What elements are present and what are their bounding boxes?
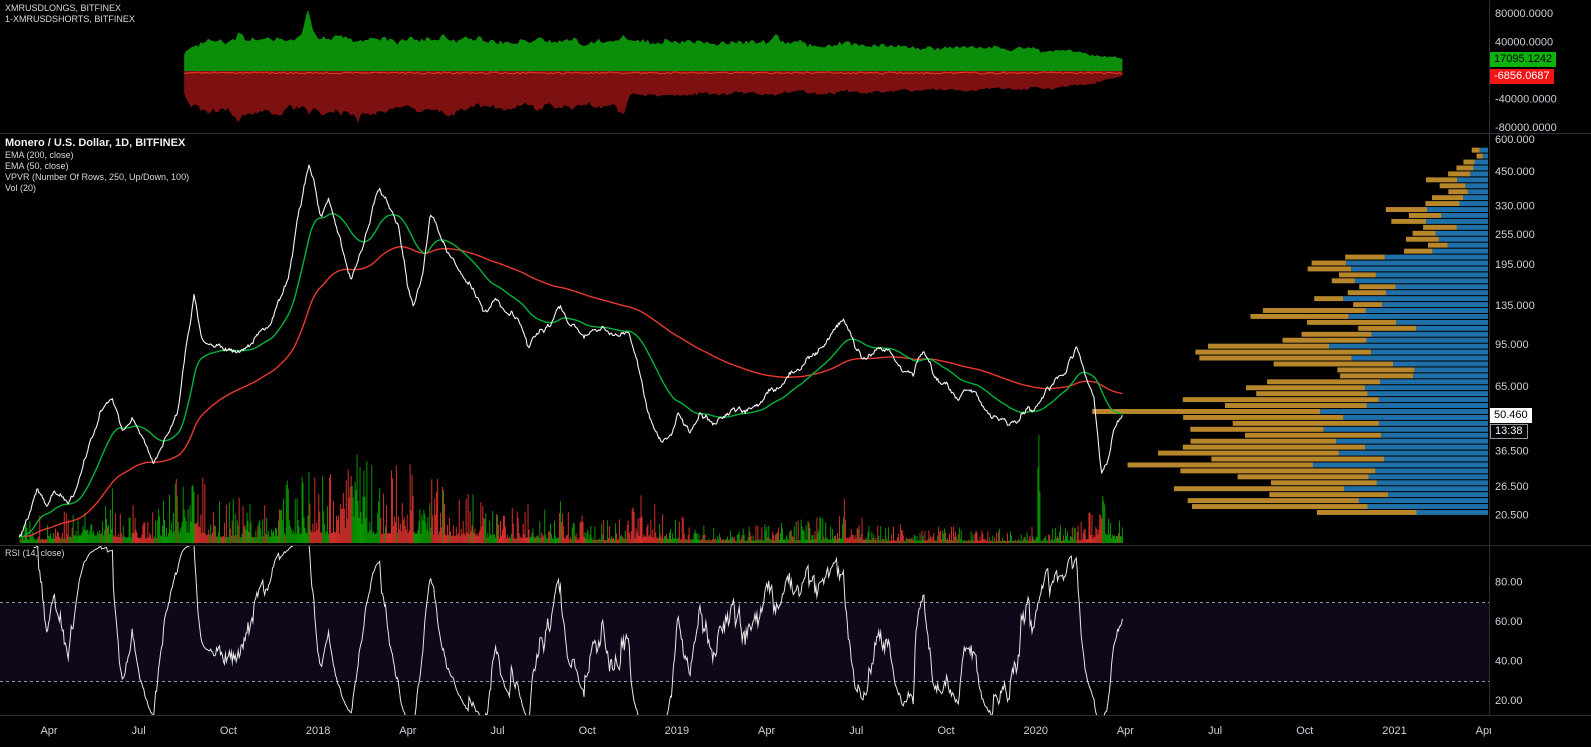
bar-countdown-badge: 13:38 xyxy=(1490,424,1528,439)
pane-longs-shorts[interactable] xyxy=(0,0,1489,133)
main-legend: Monero / U.S. Dollar, 1D, BITFINEX EMA (… xyxy=(5,137,189,194)
longs-shorts-legend: XMRUSDLONGS, BITFINEX 1-XMRUSDSHORTS, BI… xyxy=(5,3,135,25)
longs-value-badge: 17095.1242 xyxy=(1490,52,1557,67)
symbol-title[interactable]: Monero / U.S. Dollar, 1D, BITFINEX xyxy=(5,137,186,149)
pane-rsi[interactable] xyxy=(0,545,1489,715)
time-axis[interactable] xyxy=(0,715,1591,747)
shorts-series-label[interactable]: 1-XMRUSDSHORTS, BITFINEX xyxy=(5,14,135,24)
indicator-rsi-label[interactable]: RSI (14, close) xyxy=(5,548,65,558)
shorts-value-badge: -6856.0687 xyxy=(1490,69,1554,84)
price-axis[interactable] xyxy=(1489,0,1591,715)
rsi-legend: RSI (14, close) xyxy=(5,548,65,559)
indicator-vpvr-label[interactable]: VPVR (Number Of Rows, 250, Up/Down, 100) xyxy=(5,172,190,182)
indicator-ema200-label[interactable]: EMA (200, close) xyxy=(5,150,74,160)
pane-main-price[interactable] xyxy=(0,133,1489,545)
last-price-badge: 50.460 xyxy=(1490,408,1532,423)
longs-series-label[interactable]: XMRUSDLONGS, BITFINEX xyxy=(5,3,122,13)
indicator-vol-label[interactable]: Vol (20) xyxy=(5,183,37,193)
indicator-ema50-label[interactable]: EMA (50, close) xyxy=(5,161,69,171)
